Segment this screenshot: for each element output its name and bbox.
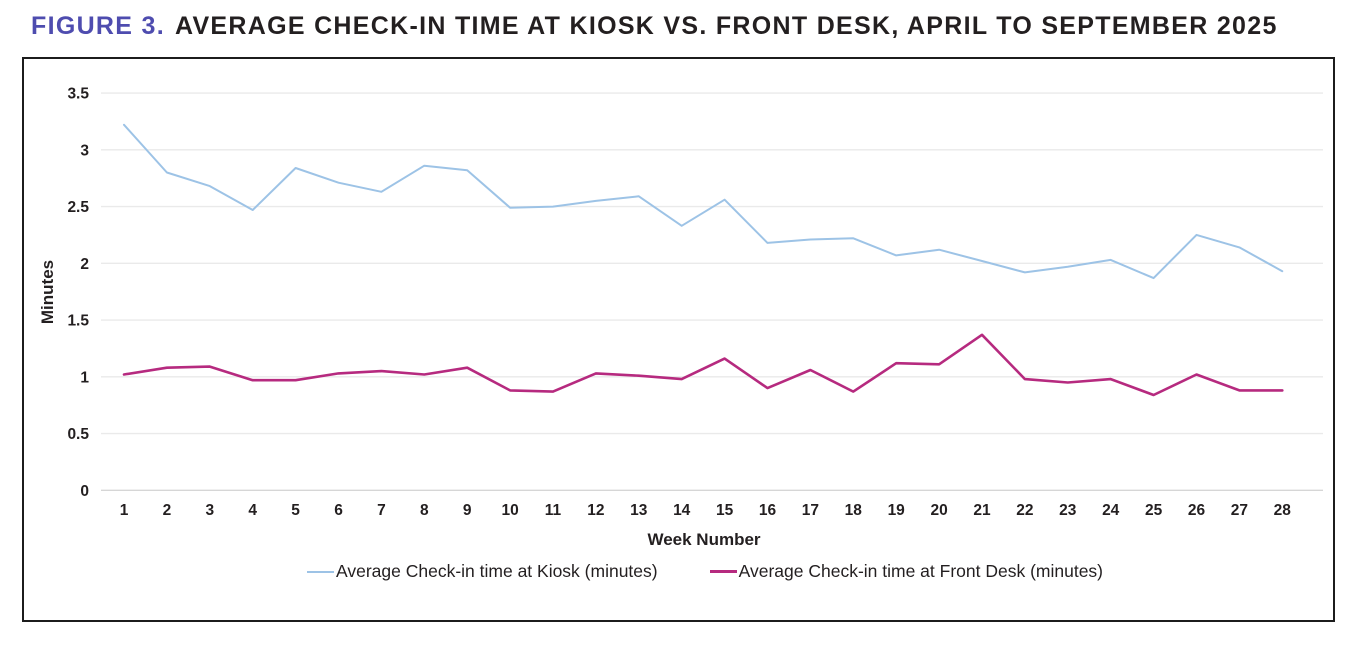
y-tick-label: 2 [80,256,89,273]
x-tick-label: 4 [248,502,257,519]
line-chart: 00.511.522.533.51 2 3 4 5 6 7 8 9 10 11 12 13 14 15 16 1… [67,86,1323,519]
x-tick-label: 17 [802,502,819,519]
front-desk-line [122,333,1284,397]
y-tick-label: 3 [80,142,89,159]
kiosk-line-marker-icon [307,570,334,573]
kiosk-line [123,123,1284,280]
figure-number-label: FIGURE 3. [31,12,165,40]
x-tick-label: 2 [163,502,172,519]
y-tick-label: 0 [80,483,89,500]
x-tick-label: 14 [673,502,691,519]
legend-label-kiosk: Average Check-in time at Kiosk (minutes) [336,561,658,581]
x-tick-label: 16 [759,502,777,519]
x-tick-label: 11 [545,502,562,519]
x-tick-label: 25 [1145,502,1163,519]
y-tick-label: 0.5 [67,426,89,443]
x-tick-label: 18 [845,502,863,519]
x-tick-label: 21 [973,502,991,519]
x-tick-label: 28 [1274,502,1292,519]
figure-title: FIGURE 3. AVERAGE CHECK-IN TIME AT KIOSK … [31,12,1278,41]
x-tick-label: 26 [1188,502,1206,519]
x-axis-title: Week Number [647,530,761,549]
front-desk-line-marker-icon [709,570,737,573]
x-tick-label: 8 [420,502,429,519]
x-tick-label: 13 [630,502,648,519]
y-tick-label: 1 [80,369,89,386]
legend-item-front-desk: Average Check-in time at Front Desk (min… [709,561,1103,582]
x-tick-label: 9 [463,502,472,519]
y-tick-label: 3.5 [67,86,89,103]
x-tick-label: 3 [205,502,214,519]
chart-container: 0 0.5 1 1.5 2 2.5 3 3.5 1 2 3 4 5 6 7 8 9 10 11 12 13 14 15 16 1… [22,57,1335,622]
legend-item-kiosk: Average Check-in time at Kiosk (minutes) [307,561,658,582]
x-tick-label: 24 [1102,502,1120,519]
x-tick-label: 7 [377,502,386,519]
x-tick-label: 23 [1059,502,1077,519]
x-tick-label: 27 [1231,502,1248,519]
x-tick-label: 20 [930,502,947,519]
y-axis-title: Minutes [38,259,57,325]
x-tick-label: 1 [120,502,129,519]
chart-legend: Average Check-in time at Kiosk (minutes)… [307,561,1103,582]
x-tick-label: 10 [501,502,518,519]
x-tick-label: 15 [716,502,734,519]
x-tick-label: 6 [334,502,343,519]
y-tick-label: 1.5 [67,313,89,330]
x-tick-label: 19 [888,502,906,519]
y-tick-label: 2.5 [67,199,89,216]
figure-title-text: AVERAGE CHECK-IN TIME AT KIOSK VS. FRONT… [174,12,1278,40]
x-tick-label: 12 [587,502,604,519]
x-tick-label: 22 [1016,502,1033,519]
legend-label-front-desk: Average Check-in time at Front Desk (min… [738,561,1103,581]
x-tick-label: 5 [291,502,300,519]
